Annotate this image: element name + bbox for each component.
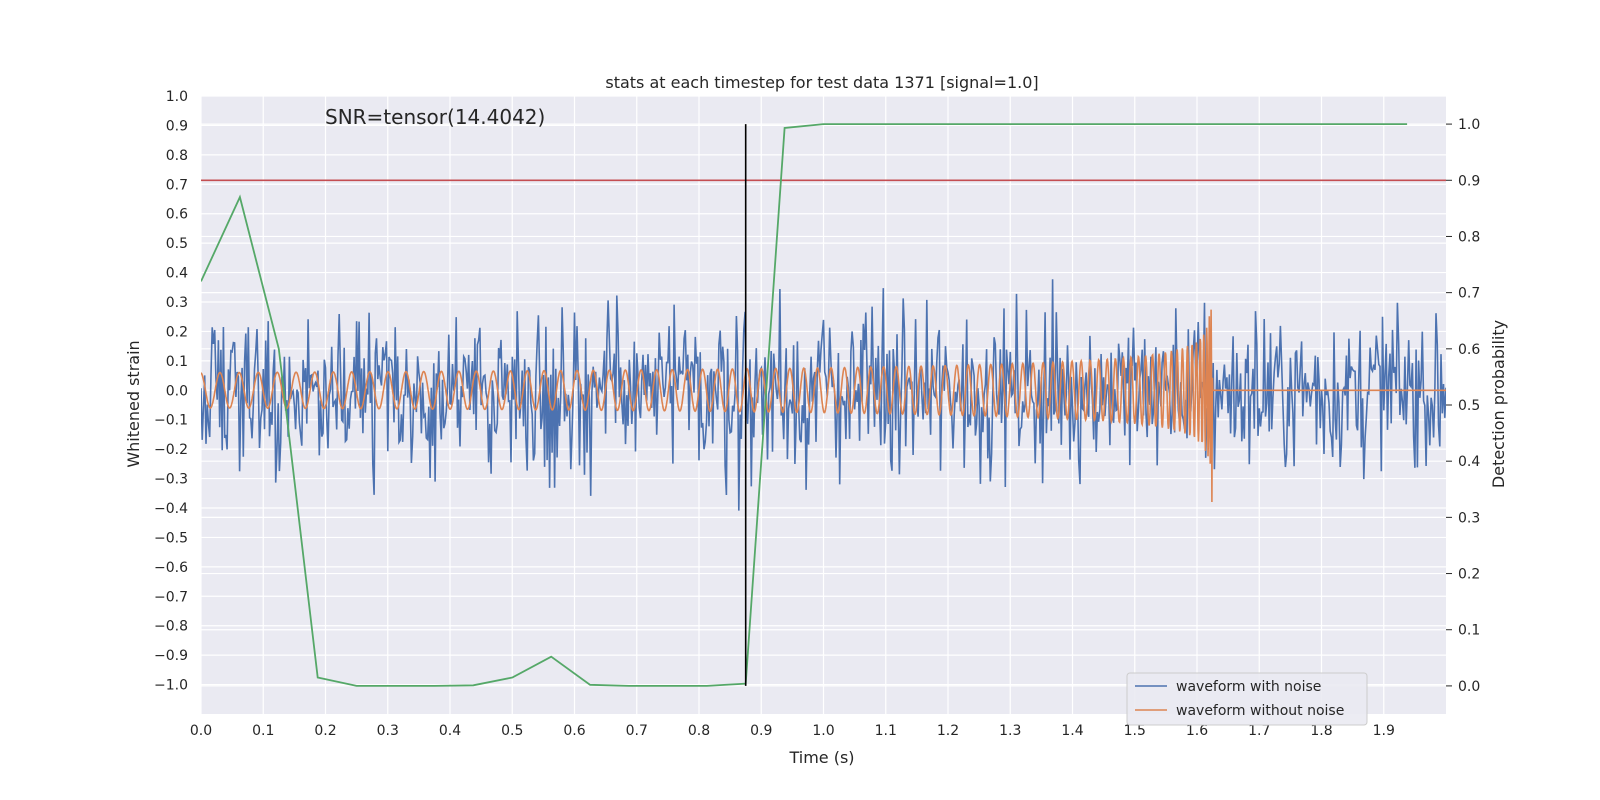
- y-tick-label: −0.4: [154, 501, 188, 517]
- y2-tick-label: 1.0: [1458, 117, 1480, 133]
- legend-label-clean: waveform without noise: [1176, 703, 1344, 719]
- x-tick-label: 0.6: [563, 723, 585, 739]
- noisy-waveform-line: [201, 279, 1446, 511]
- y-axis-label: Whitened strain: [124, 340, 143, 467]
- y-tick-label: 0.9: [166, 118, 188, 134]
- y2-axis-label: Detection probability: [1489, 320, 1508, 488]
- y2-tick-label: 0.1: [1458, 623, 1480, 639]
- y-tick-label: −0.5: [154, 530, 188, 546]
- x-tick-label: 1.8: [1310, 723, 1332, 739]
- legend: waveform with noise waveform without noi…: [1126, 672, 1368, 726]
- y-tick-label: −0.1: [154, 413, 188, 429]
- x-tick-label: 0.9: [750, 723, 772, 739]
- x-tick-label: 0.5: [501, 723, 523, 739]
- y-tick-label: 0.2: [166, 324, 188, 340]
- x-tick-label: 1.1: [875, 723, 897, 739]
- y2-tick-label: 0.9: [1458, 173, 1480, 189]
- y-tick-label: 0.5: [166, 236, 188, 252]
- x-tick-label: 0.4: [439, 723, 461, 739]
- y-tick-label: −0.2: [154, 442, 188, 458]
- x-tick-label: 0.3: [377, 723, 399, 739]
- y-tick-label: −1.0: [154, 678, 188, 694]
- y2-axis-ticks: 1.0 0.9 0.8 0.7 0.6 0.5 0.4 0.3 0.2 0.1 0.0: [1446, 117, 1480, 695]
- x-tick-label: 1.7: [1248, 723, 1270, 739]
- y-tick-label: 0.8: [166, 148, 188, 164]
- series-layer: [201, 123, 1446, 687]
- x-tick-label: 1.4: [1061, 723, 1083, 739]
- x-tick-label: 0.1: [252, 723, 274, 739]
- x-tick-label: 0.0: [190, 723, 212, 739]
- y2-tick-label: 0.7: [1458, 286, 1480, 302]
- x-tick-label: 0.7: [626, 723, 648, 739]
- y-tick-label: 0.0: [166, 383, 188, 399]
- y2-tick-label: 0.3: [1458, 510, 1480, 526]
- y2-tick-label: 0.5: [1458, 398, 1480, 414]
- y-axis-ticks: 1.0 0.9 0.8 0.7 0.6 0.5 0.4 0.3 0.2 0.1 0.0 −0.1 −0.…: [154, 89, 188, 694]
- y-tick-label: 0.6: [166, 207, 188, 223]
- y2-tick-label: 0.4: [1458, 454, 1480, 470]
- x-tick-label: 1.6: [1186, 723, 1208, 739]
- x-tick-label: 1.5: [1124, 723, 1146, 739]
- x-tick-label: 1.2: [937, 723, 959, 739]
- y-tick-label: −0.6: [154, 560, 188, 576]
- y2-tick-label: 0.6: [1458, 342, 1480, 358]
- clean-waveform-line: [201, 309, 1446, 503]
- x-tick-label: 1.3: [999, 723, 1021, 739]
- legend-label-noise: waveform with noise: [1176, 679, 1321, 695]
- legend-box: [1126, 672, 1368, 726]
- x-tick-label: 1.9: [1373, 723, 1395, 739]
- x-axis-ticks: 0.0 0.1 0.2 0.3 0.4 0.5 0.6 0.7 0.8 0.9 1.0 1.1 1.2 1…: [190, 723, 1395, 739]
- snr-annotation: SNR=tensor(14.4042): [325, 105, 545, 129]
- x-tick-label: 1.0: [812, 723, 834, 739]
- x-tick-label: 0.8: [688, 723, 710, 739]
- detection-probability-line: [201, 123, 1408, 687]
- y-tick-label: −0.3: [154, 472, 188, 488]
- y2-tick-label: 0.0: [1458, 679, 1480, 695]
- y-tick-label: 0.4: [166, 266, 188, 282]
- y2-tick-label: 0.8: [1458, 229, 1480, 245]
- y-tick-label: −0.9: [154, 648, 188, 664]
- y-tick-label: 1.0: [166, 89, 188, 105]
- y-tick-label: −0.7: [154, 589, 188, 605]
- y-tick-label: −0.8: [154, 619, 188, 635]
- y2-tick-label: 0.2: [1458, 567, 1480, 583]
- y-tick-label: 0.3: [166, 295, 188, 311]
- y-tick-label: 0.7: [166, 177, 188, 193]
- chart-title: stats at each timestep for test data 137…: [605, 73, 1038, 92]
- y-tick-label: 0.1: [166, 354, 188, 370]
- x-axis-label: Time (s): [788, 748, 854, 767]
- x-tick-label: 0.2: [314, 723, 336, 739]
